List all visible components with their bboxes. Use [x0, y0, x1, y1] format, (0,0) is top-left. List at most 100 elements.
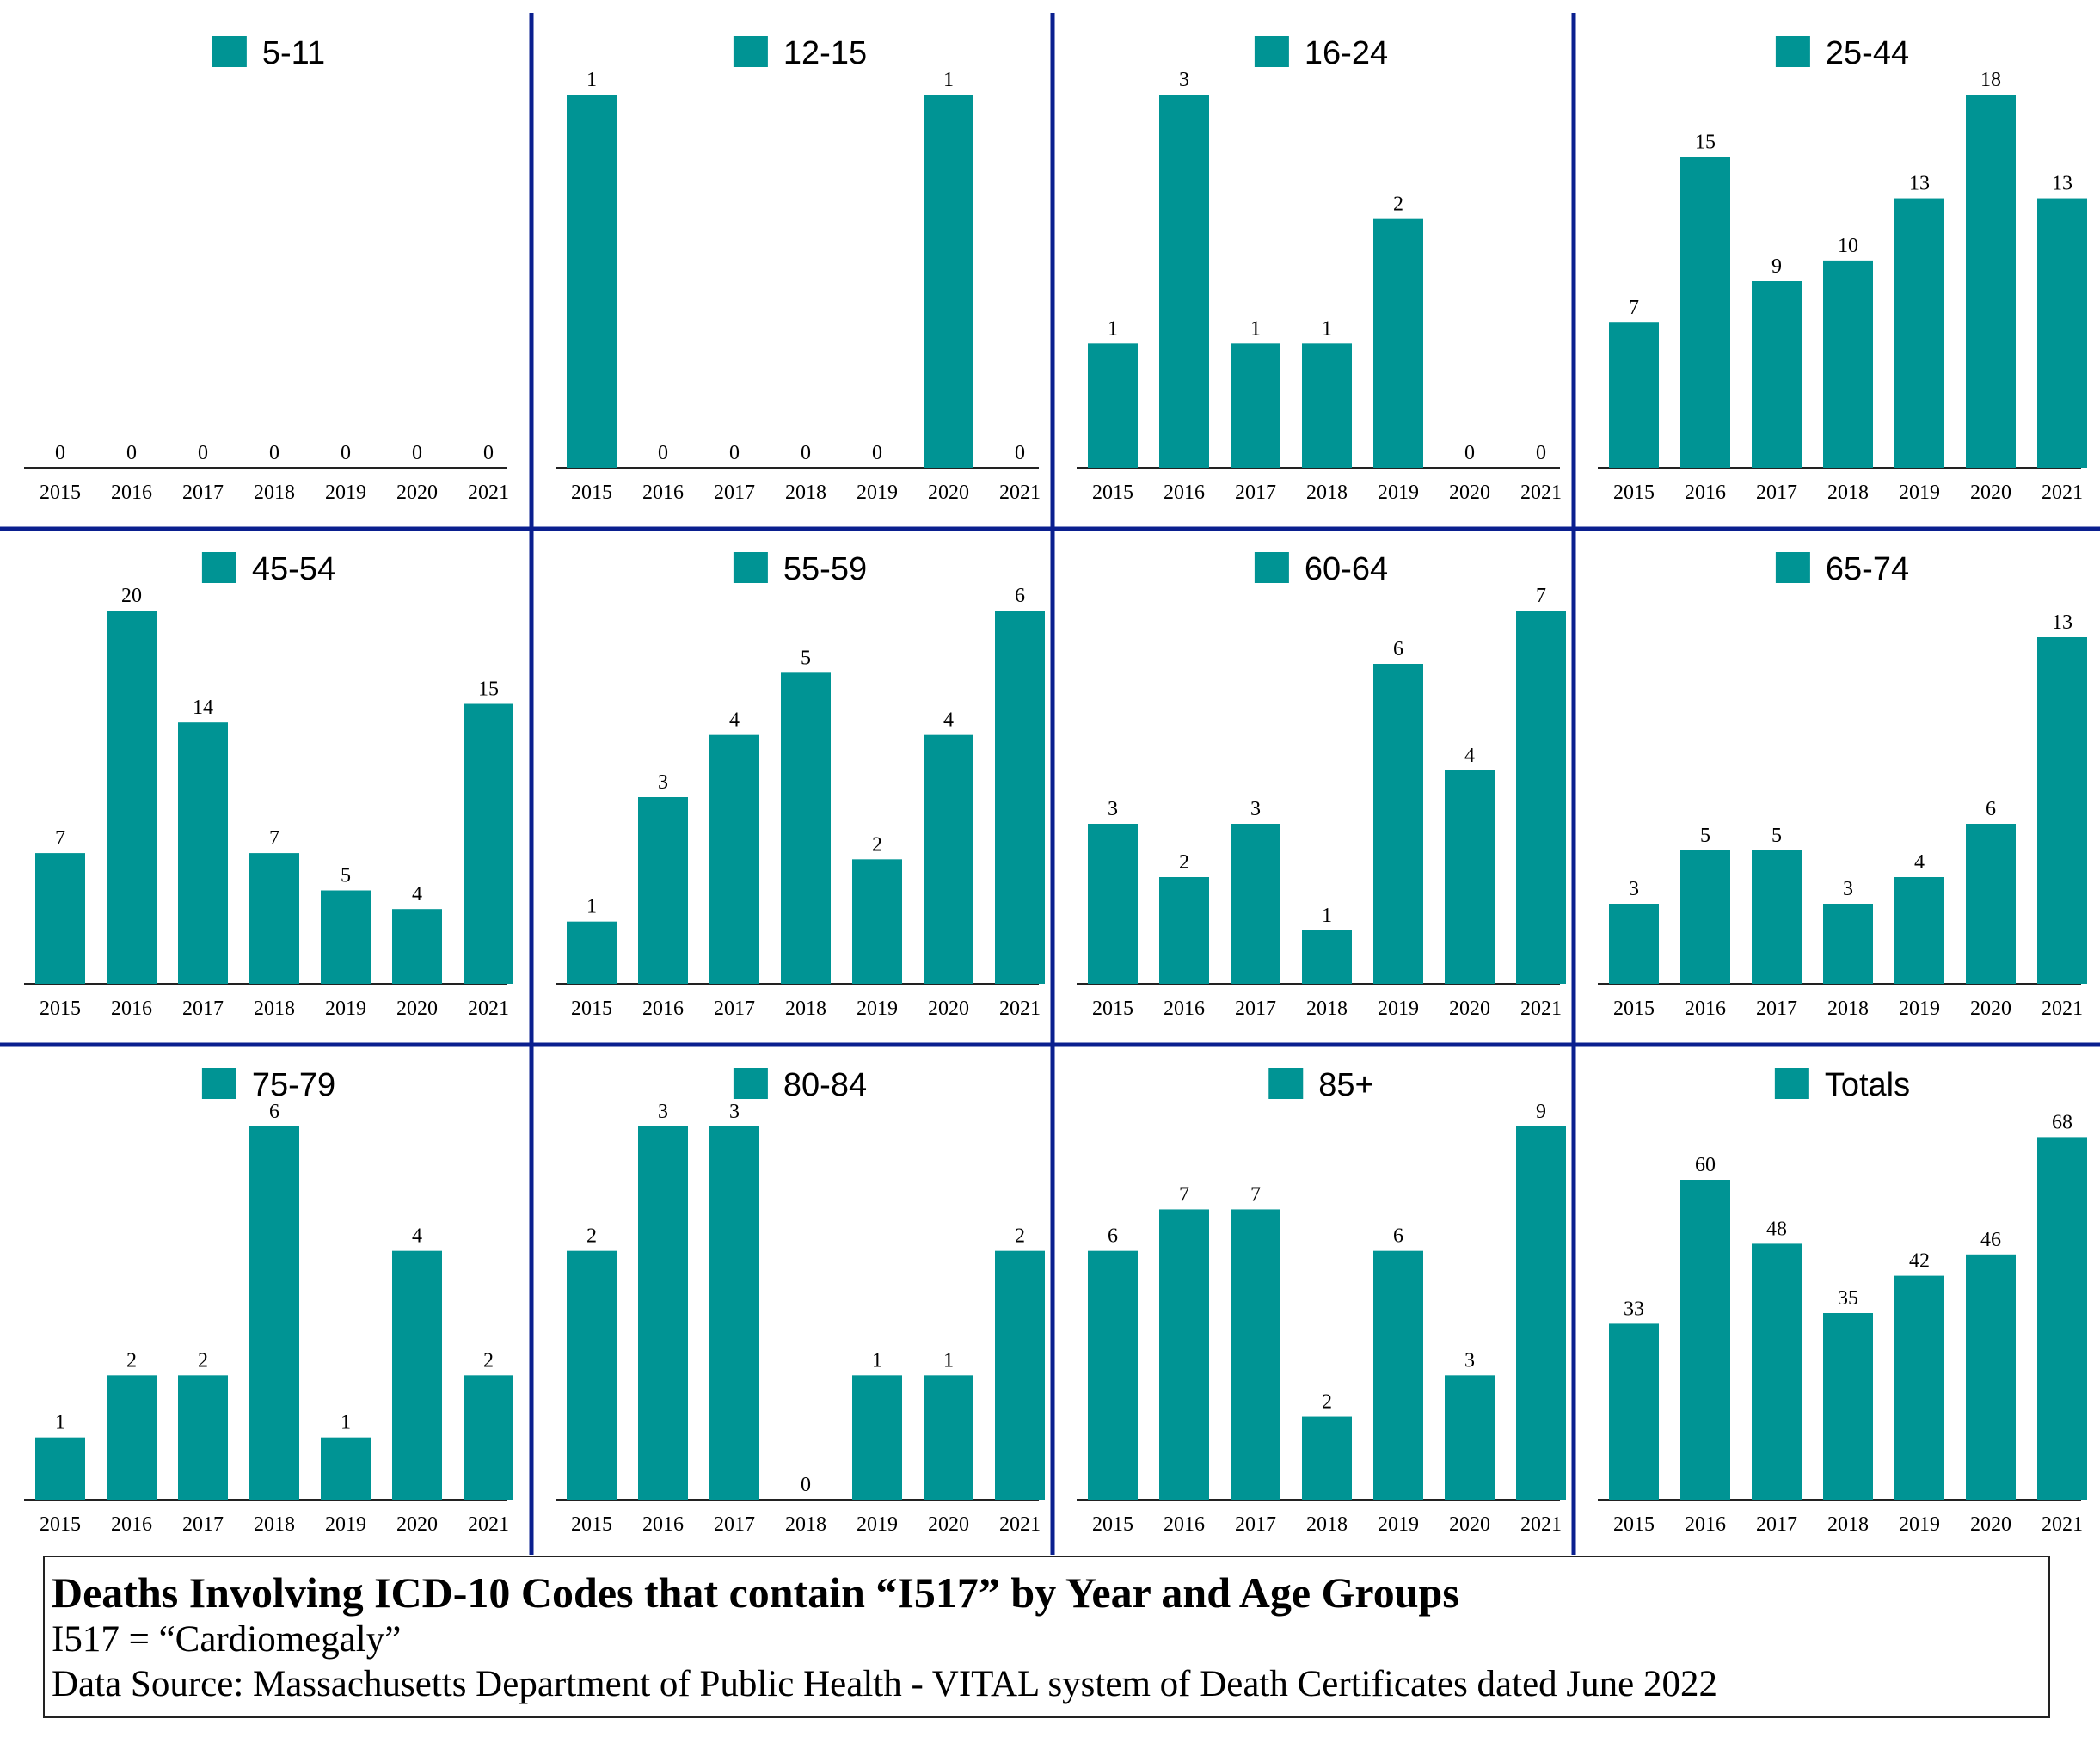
- tick-label: 2021: [2042, 482, 2083, 504]
- tick-label: 2016: [1164, 997, 1205, 1020]
- bar: [249, 1126, 299, 1500]
- tick-label: 2015: [1613, 997, 1655, 1020]
- data-label: 6: [1986, 798, 1996, 820]
- data-label: 7: [1250, 1183, 1261, 1206]
- bar: [1159, 877, 1209, 984]
- data-label: 1: [1322, 317, 1332, 340]
- tick-label: 2021: [999, 997, 1041, 1020]
- bar: [249, 853, 299, 984]
- bar: [638, 1126, 688, 1500]
- tick-label: 2016: [642, 1513, 684, 1536]
- tick-label: 2021: [1520, 997, 1562, 1020]
- tick-label: 2017: [1756, 1513, 1797, 1536]
- data-label: 9: [1771, 255, 1782, 278]
- tick-label: 2020: [928, 997, 969, 1020]
- tick-label: 2017: [1756, 997, 1797, 1020]
- tick-label: 2018: [785, 1513, 826, 1536]
- tick-label: 2015: [571, 482, 612, 504]
- bar: [709, 734, 759, 984]
- tick-label: 2021: [468, 1513, 509, 1536]
- data-label: 1: [341, 1412, 351, 1434]
- tick-label: 2016: [1685, 997, 1726, 1020]
- data-label: 9: [1536, 1101, 1546, 1123]
- data-label: 1: [943, 69, 954, 91]
- data-label: 1: [55, 1412, 65, 1434]
- tick-label: 2016: [1685, 482, 1726, 504]
- bar: [1752, 1243, 1802, 1500]
- tick-label: 2018: [1306, 997, 1348, 1020]
- tick-label: 2018: [1827, 482, 1869, 504]
- data-label: 14: [193, 697, 213, 719]
- tick-label: 2018: [1827, 997, 1869, 1020]
- data-label: 3: [1464, 1349, 1475, 1372]
- tick-label: 2021: [999, 482, 1041, 504]
- data-label: 46: [1980, 1229, 2001, 1251]
- bar: [1680, 1180, 1730, 1500]
- bar: [107, 1375, 157, 1500]
- data-label: 4: [943, 709, 954, 732]
- tick-label: 2019: [1378, 482, 1419, 504]
- bar: [638, 797, 688, 984]
- tick-label: 2015: [1092, 1513, 1133, 1536]
- bar: [852, 859, 902, 984]
- panel-75-79: 75-79 1 2015 2 2016 2 2017 6 2018 1 2019 4 2020 2 2021: [24, 1067, 513, 1536]
- data-label: 48: [1766, 1218, 1787, 1240]
- data-label: 33: [1624, 1298, 1644, 1320]
- data-label: 0: [126, 442, 137, 464]
- bar: [924, 95, 973, 468]
- tick-label: 2019: [857, 997, 898, 1020]
- data-label: 2: [872, 833, 882, 856]
- bar: [2037, 198, 2087, 469]
- legend-label: 16-24: [1305, 35, 1388, 71]
- legend-label: 85+: [1318, 1067, 1373, 1103]
- bar: [2037, 637, 2087, 984]
- panel-25-44: 25-44 7 2015 15 2016 9 2017 10 2018 13 2019 18 2020 1…: [1598, 35, 2087, 504]
- data-label: 6: [1393, 638, 1403, 660]
- data-label: 5: [1700, 825, 1710, 847]
- legend-label: 12-15: [783, 35, 867, 71]
- tick-label: 2018: [785, 997, 826, 1020]
- data-label: 5: [341, 865, 351, 887]
- legend-label: 5-11: [262, 35, 325, 71]
- bar: [1231, 824, 1280, 984]
- bar: [1373, 664, 1423, 984]
- legend-label: 80-84: [783, 1067, 867, 1103]
- data-label: 2: [1179, 851, 1189, 874]
- data-label: 4: [412, 883, 422, 905]
- data-label: 7: [1629, 297, 1639, 319]
- tick-label: 2021: [468, 997, 509, 1020]
- bar: [1966, 95, 2016, 468]
- tick-label: 2019: [1378, 1513, 1419, 1536]
- data-label: 1: [1322, 905, 1332, 927]
- tick-label: 2020: [1449, 1513, 1490, 1536]
- bar: [178, 1375, 228, 1500]
- bar: [1966, 824, 2016, 984]
- tick-label: 2019: [1378, 997, 1419, 1020]
- bar: [1302, 343, 1352, 468]
- bar: [464, 703, 513, 984]
- tick-label: 2017: [714, 1513, 755, 1536]
- tick-label: 2015: [571, 1513, 612, 1536]
- tick-label: 2020: [396, 482, 438, 504]
- bar: [1088, 343, 1138, 468]
- data-label: 2: [1322, 1391, 1332, 1414]
- data-label: 4: [412, 1225, 422, 1248]
- bar: [1609, 322, 1659, 468]
- tick-label: 2019: [325, 1513, 366, 1536]
- tick-label: 2019: [857, 482, 898, 504]
- panel-85-: 85+ 6 2015 7 2016 7 2017 2 2018 6 2019 3 2020 9 2021: [1077, 1067, 1566, 1536]
- panel-65-74: 65-74 3 2015 5 2016 5 2017 3 2018 4 2019 6 2020 13 202…: [1598, 551, 2087, 1020]
- tick-label: 2017: [1756, 482, 1797, 504]
- tick-label: 2021: [2042, 1513, 2083, 1536]
- data-label: 2: [586, 1225, 597, 1248]
- data-label: 0: [412, 442, 422, 464]
- bar: [1894, 198, 1944, 469]
- tick-label: 2017: [714, 482, 755, 504]
- bar: [1823, 260, 1873, 468]
- tick-label: 2015: [40, 997, 81, 1020]
- data-label: 0: [1536, 442, 1546, 464]
- tick-label: 2018: [1306, 482, 1348, 504]
- chart-grid: 5-11020150201602017020180201902020020211…: [0, 13, 2100, 1555]
- data-label: 6: [1108, 1225, 1118, 1248]
- legend-swatch: [1775, 36, 1810, 67]
